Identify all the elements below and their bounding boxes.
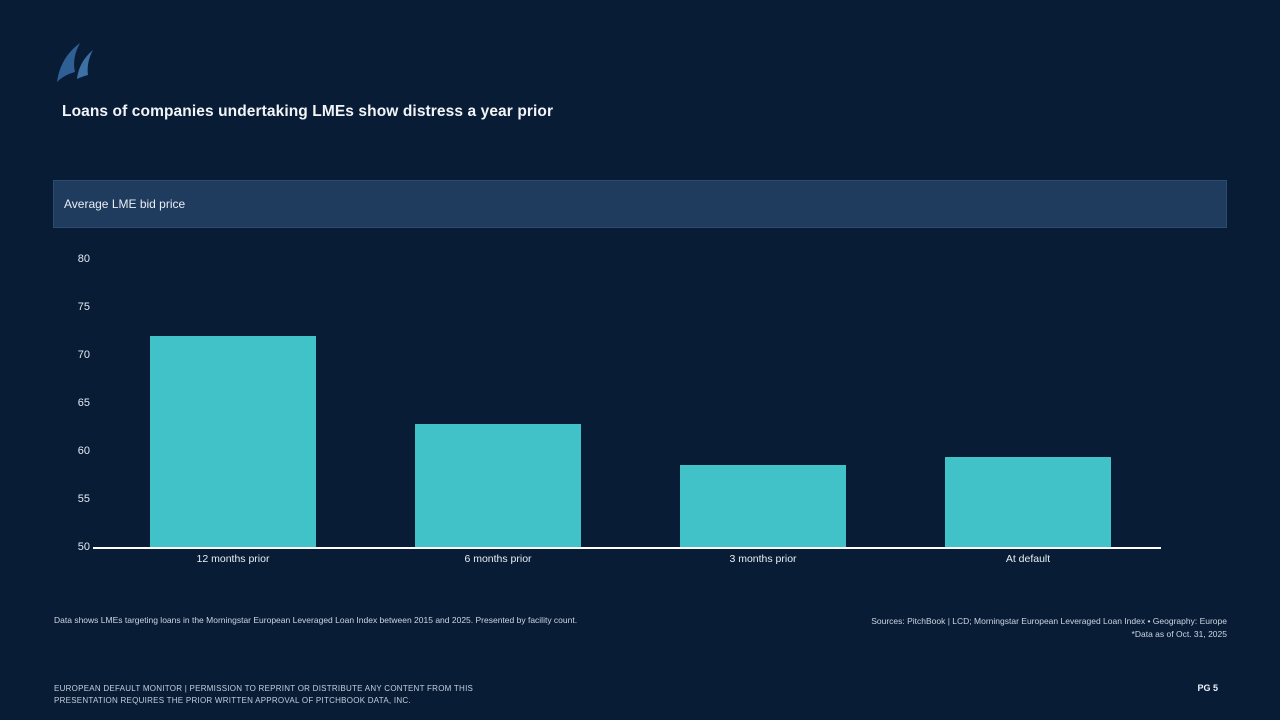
y-axis-tick-70: 70	[77, 349, 90, 361]
page-title: Loans of companies undertaking LMEs show…	[62, 103, 554, 120]
bar-chart: 50 55 60 65 70 75 80 12 months prior 6 months pr…	[53, 240, 1227, 585]
y-axis-tick-60: 60	[77, 445, 90, 457]
x-axis-label: At default	[1005, 553, 1051, 565]
bar-6-months-prior	[415, 424, 581, 547]
chart-title: Average LME bid price	[64, 197, 186, 211]
y-axis-tick-55: 55	[77, 493, 90, 505]
x-axis-label: 3 months prior	[729, 553, 797, 565]
bar-3-months-prior	[680, 465, 846, 547]
y-axis-tick-65: 65	[77, 397, 90, 409]
sources-note: Sources: PitchBook | LCD; Morningstar Eu…	[707, 615, 1227, 641]
y-axis-tick-50: 50	[77, 541, 90, 553]
x-axis-label: 12 months prior	[196, 553, 270, 565]
page-number: PG 5	[1197, 683, 1218, 693]
sources-line-1: Sources: PitchBook | LCD; Morningstar Eu…	[871, 616, 1227, 626]
disclaimer-line-2: PRESENTATION REQUIRES THE PRIOR WRITTEN …	[54, 695, 411, 705]
bar-12-months-prior	[150, 335, 316, 547]
y-axis-tick-75: 75	[77, 301, 90, 313]
pitchbook-logo-icon	[57, 43, 93, 82]
x-axis-label: 6 months prior	[464, 553, 532, 565]
y-axis-tick-80: 80	[77, 253, 90, 265]
footer-disclaimer: EUROPEAN DEFAULT MONITOR | PERMISSION TO…	[54, 683, 614, 706]
bar-at-default	[945, 456, 1111, 547]
chart-header-bar: Average LME bid price	[53, 180, 1227, 228]
sources-line-2: *Data as of Oct. 31, 2025	[1131, 629, 1227, 639]
x-axis-line	[93, 547, 1161, 549]
disclaimer-line-1: EUROPEAN DEFAULT MONITOR | PERMISSION TO…	[54, 684, 474, 693]
chart-footnote: Data shows LMEs targeting loans in the M…	[54, 615, 578, 625]
